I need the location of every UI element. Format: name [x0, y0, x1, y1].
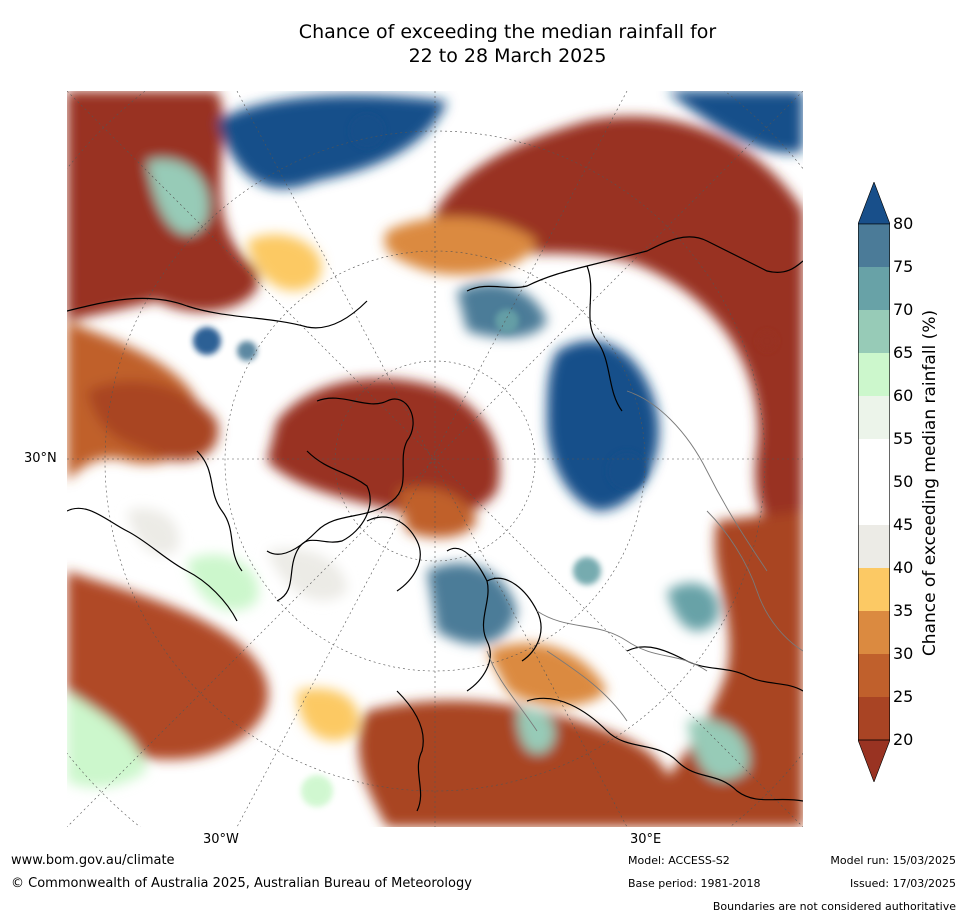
footer-model-run: Model run: 15/03/2025 — [830, 854, 956, 867]
colorbar-tick-label: 80 — [893, 214, 914, 233]
footer-base-period: Base period: 1981-2018 — [628, 877, 761, 890]
colorbar-tick-label: 20 — [893, 730, 914, 749]
lat-label-30n: 30°N — [24, 451, 57, 466]
colorbar-extend-max — [857, 181, 891, 225]
colorbar-bin — [858, 482, 890, 526]
colorbar-tick-label: 55 — [893, 429, 914, 448]
colorbar — [857, 181, 891, 783]
colorbar-bin — [858, 353, 890, 397]
colorbar-tick-label: 40 — [893, 558, 914, 577]
colorbar-extend-min — [857, 739, 891, 783]
probability-field — [67, 91, 803, 827]
colorbar-bin — [858, 310, 890, 354]
colorbar-bin — [858, 525, 890, 569]
footer-url: www.bom.gov.au/climate — [11, 853, 175, 868]
chart-title: Chance of exceeding the median rainfall … — [0, 20, 965, 68]
colorbar-bin — [858, 439, 890, 483]
footer-disclaimer: Boundaries are not considered authoritat… — [712, 900, 956, 913]
map-canvas — [67, 91, 803, 827]
colorbar-tick-label: 30 — [893, 644, 914, 663]
lon-label-30w: 30°W — [203, 832, 239, 847]
colorbar-tick-label: 45 — [893, 515, 914, 534]
colorbar-tick-label: 70 — [893, 300, 914, 319]
rainfall-map — [67, 91, 803, 827]
footer-copyright: © Commonwealth of Australia 2025, Austra… — [11, 876, 472, 891]
footer-issued: Issued: 17/03/2025 — [849, 877, 956, 890]
colorbar-tick-label: 25 — [893, 687, 914, 706]
colorbar-bin — [858, 267, 890, 311]
title-line-2: 22 to 28 March 2025 — [408, 45, 607, 67]
colorbar-bin — [858, 396, 890, 440]
colorbar-tick-label: 60 — [893, 386, 914, 405]
colorbar-bin — [858, 654, 890, 698]
colorbar-label: Chance of exceeding median rainfall (%) — [920, 309, 940, 657]
country-borders — [486, 390, 803, 732]
title-line-1: Chance of exceeding the median rainfall … — [298, 21, 717, 43]
colorbar-frame — [858, 223, 890, 741]
footer-model: Model: ACCESS-S2 — [628, 854, 730, 867]
colorbar-tick-label: 35 — [893, 601, 914, 620]
colorbar-bin — [858, 611, 890, 655]
colorbar-tick-label: 50 — [893, 472, 914, 491]
colorbar-svg — [857, 181, 891, 783]
colorbar-tick-label: 65 — [893, 343, 914, 362]
colorbar-bin — [858, 224, 890, 268]
colorbar-tick-label: 75 — [893, 257, 914, 276]
colorbar-bin — [858, 568, 890, 612]
probability-detail — [193, 113, 777, 807]
lon-label-30e: 30°E — [630, 832, 662, 847]
graticule — [67, 91, 803, 827]
coastlines — [67, 236, 803, 812]
colorbar-bin — [858, 697, 890, 741]
